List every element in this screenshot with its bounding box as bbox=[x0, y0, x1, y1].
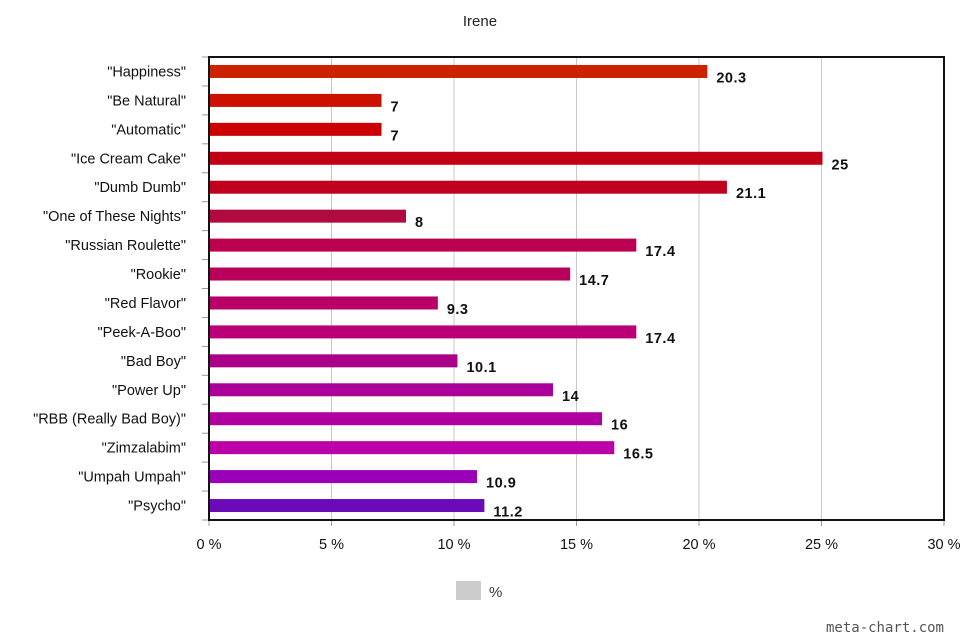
bar bbox=[210, 296, 438, 310]
credit-text: meta-chart.com bbox=[826, 620, 944, 636]
data-label: 14 bbox=[562, 389, 579, 405]
data-label: 8 bbox=[415, 215, 424, 231]
data-label: 25 bbox=[832, 157, 849, 173]
category-label: "Power Up" bbox=[112, 383, 186, 399]
bar bbox=[210, 354, 458, 368]
data-label: 17.4 bbox=[645, 331, 675, 347]
data-label: 16.5 bbox=[623, 447, 653, 463]
bar bbox=[210, 180, 727, 194]
x-tick-label: 15 % bbox=[560, 537, 593, 553]
data-label: 21.1 bbox=[736, 186, 766, 202]
bar bbox=[210, 64, 708, 78]
x-tick-label: 5 % bbox=[319, 537, 344, 553]
category-label: "Zimzalabim" bbox=[102, 441, 186, 457]
category-label: "Be Natural" bbox=[107, 93, 186, 109]
x-tick-label: 0 % bbox=[197, 537, 222, 553]
plot-frame bbox=[208, 56, 945, 521]
bar bbox=[210, 122, 382, 136]
bar bbox=[210, 470, 478, 484]
data-label: 10.9 bbox=[486, 476, 516, 492]
bar bbox=[210, 383, 553, 397]
bar bbox=[210, 151, 823, 165]
bar bbox=[210, 412, 602, 426]
category-label: "Red Flavor" bbox=[105, 296, 186, 312]
legend-label: % bbox=[489, 584, 502, 601]
category-label: "Happiness" bbox=[107, 64, 186, 80]
category-label: "Dumb Dumb" bbox=[94, 180, 186, 196]
data-label: 10.1 bbox=[466, 360, 496, 376]
category-label: "Bad Boy" bbox=[121, 354, 186, 370]
x-tick-label: 20 % bbox=[682, 537, 715, 553]
bar bbox=[210, 267, 571, 281]
data-label: 14.7 bbox=[579, 273, 609, 289]
x-tick-label: 25 % bbox=[805, 537, 838, 553]
category-label: "Rookie" bbox=[131, 267, 186, 283]
bar bbox=[210, 441, 615, 455]
category-label: "One of These Nights" bbox=[43, 209, 186, 225]
bar bbox=[210, 93, 382, 107]
data-label: 9.3 bbox=[447, 302, 469, 318]
legend-swatch bbox=[456, 581, 481, 600]
bar bbox=[210, 209, 406, 223]
x-tick-label: 10 % bbox=[437, 537, 470, 553]
category-label: "Psycho" bbox=[128, 499, 186, 515]
bar bbox=[210, 325, 637, 339]
category-label: "RBB (Really Bad Boy)" bbox=[33, 412, 186, 428]
data-label: 16 bbox=[611, 418, 628, 434]
bar bbox=[210, 238, 637, 252]
category-label: "Russian Roulette" bbox=[65, 238, 186, 254]
data-label: 7 bbox=[391, 128, 400, 144]
data-label: 11.2 bbox=[493, 505, 522, 521]
category-label: "Umpah Umpah" bbox=[78, 470, 186, 486]
category-label: "Ice Cream Cake" bbox=[71, 151, 186, 167]
data-label: 7 bbox=[391, 99, 400, 115]
x-tick-label: 30 % bbox=[927, 537, 960, 553]
data-label: 17.4 bbox=[645, 244, 675, 260]
category-label: "Peek-A-Boo" bbox=[98, 325, 186, 341]
bar bbox=[210, 499, 485, 513]
chart-title: Irene bbox=[463, 13, 497, 30]
category-label: "Automatic" bbox=[111, 122, 186, 138]
data-label: 20.3 bbox=[716, 70, 746, 86]
